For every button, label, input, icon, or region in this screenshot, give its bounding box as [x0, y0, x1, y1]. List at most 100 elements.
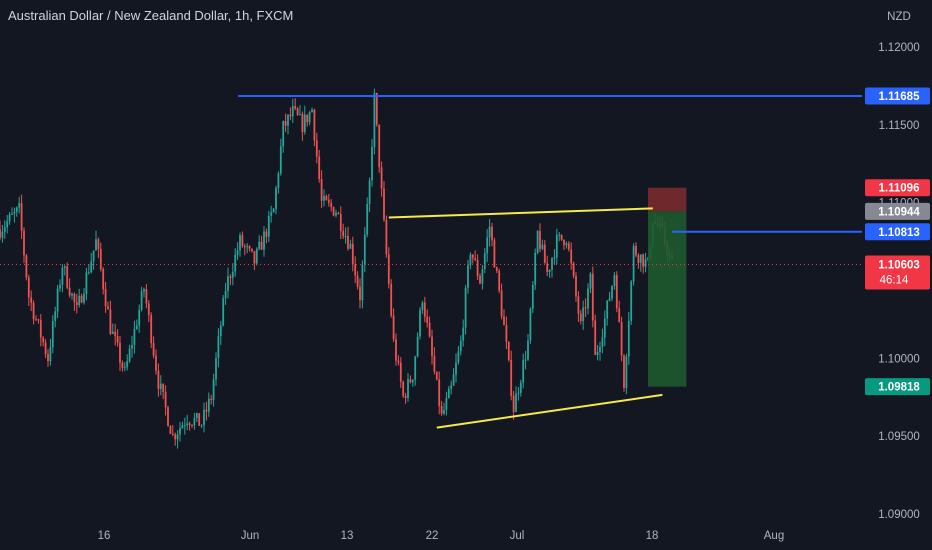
- candle-body: [193, 418, 196, 426]
- candle: [474, 250, 477, 261]
- candle-body: [78, 295, 81, 306]
- candle: [99, 242, 102, 272]
- candle-body: [380, 167, 383, 189]
- candle: [66, 262, 69, 290]
- candle: [294, 98, 297, 111]
- candle-body: [210, 398, 213, 400]
- candle: [306, 114, 309, 127]
- lower-trendline[interactable]: [436, 393, 663, 429]
- stop-loss-zone[interactable]: [648, 187, 687, 212]
- candle-body: [236, 250, 239, 255]
- price-tag[interactable]: [865, 87, 930, 105]
- candle: [572, 261, 575, 279]
- candle-body: [375, 92, 378, 125]
- candle: [198, 413, 201, 426]
- candle: [248, 245, 251, 252]
- price-tag[interactable]: [865, 378, 930, 396]
- candle-body: [75, 302, 78, 306]
- candle-body: [452, 374, 455, 386]
- candle-body: [315, 140, 318, 157]
- candle-body: [541, 244, 544, 249]
- candle-body: [404, 396, 407, 398]
- candle-body: [642, 254, 645, 267]
- candle: [435, 371, 438, 381]
- candle-body: [603, 318, 606, 338]
- candle-body: [611, 285, 613, 299]
- candle-body: [558, 234, 561, 236]
- candle: [342, 223, 345, 240]
- candle-body: [438, 379, 441, 406]
- candle: [25, 254, 28, 281]
- candles-layer: [0, 88, 673, 449]
- candle-body: [608, 298, 611, 301]
- candle-body: [207, 398, 210, 412]
- candle: [402, 380, 405, 398]
- candle: [450, 380, 453, 395]
- candle-body: [222, 298, 225, 326]
- candle: [548, 269, 551, 278]
- take-profit-zone[interactable]: [648, 211, 687, 387]
- candle: [78, 288, 81, 308]
- candle: [30, 290, 33, 312]
- candle: [234, 248, 237, 277]
- price-tag[interactable]: [865, 223, 930, 241]
- candle: [488, 218, 491, 247]
- candle: [397, 355, 400, 366]
- price-tick-label: 1.11500: [879, 120, 920, 132]
- candle: [71, 292, 73, 300]
- candle-body: [174, 434, 177, 440]
- candle: [145, 283, 148, 309]
- candle-body: [15, 207, 18, 212]
- candle: [135, 319, 138, 331]
- candle-body: [524, 359, 527, 361]
- candle-body: [483, 253, 486, 270]
- candle: [212, 373, 215, 407]
- candle: [591, 266, 594, 328]
- candle-body: [471, 254, 474, 259]
- candle-body: [121, 362, 124, 368]
- candle: [599, 341, 601, 361]
- candle-body: [135, 325, 138, 329]
- candle-body: [433, 356, 436, 372]
- candle-body: [371, 146, 373, 181]
- candle-body: [577, 296, 580, 314]
- candle-body: [615, 274, 618, 309]
- candle-body: [582, 307, 585, 322]
- candle-body: [114, 331, 117, 337]
- candle-body: [313, 109, 316, 141]
- candle-body: [217, 336, 220, 359]
- candle-body: [519, 382, 522, 393]
- candle-body: [162, 383, 165, 392]
- candle: [20, 194, 23, 240]
- candle-body: [498, 270, 501, 291]
- candle-body: [97, 239, 100, 250]
- candle: [351, 236, 354, 272]
- candle: [90, 252, 93, 274]
- candle: [85, 267, 88, 301]
- current-price-tag[interactable]: [865, 255, 930, 290]
- candle-body: [464, 287, 467, 328]
- candle: [222, 294, 225, 327]
- price-tag[interactable]: [865, 179, 930, 197]
- candle-body: [51, 320, 54, 348]
- candle-body: [625, 356, 628, 388]
- candle-body: [560, 234, 563, 240]
- candle-body: [536, 231, 539, 253]
- candle-body: [219, 325, 222, 337]
- candle-body: [481, 269, 484, 284]
- price-tag[interactable]: [865, 202, 930, 220]
- candle: [373, 88, 376, 155]
- candle: [188, 421, 191, 431]
- price-tag-label: 1.11096: [879, 183, 920, 195]
- upper-trendline[interactable]: [388, 207, 653, 219]
- candle-body: [563, 239, 565, 246]
- candle-body: [159, 383, 162, 389]
- candle: [193, 412, 196, 430]
- candle-body: [287, 114, 289, 126]
- candle-body: [255, 248, 258, 264]
- time-tick-label: Jun: [241, 530, 260, 542]
- candle-body: [503, 316, 505, 326]
